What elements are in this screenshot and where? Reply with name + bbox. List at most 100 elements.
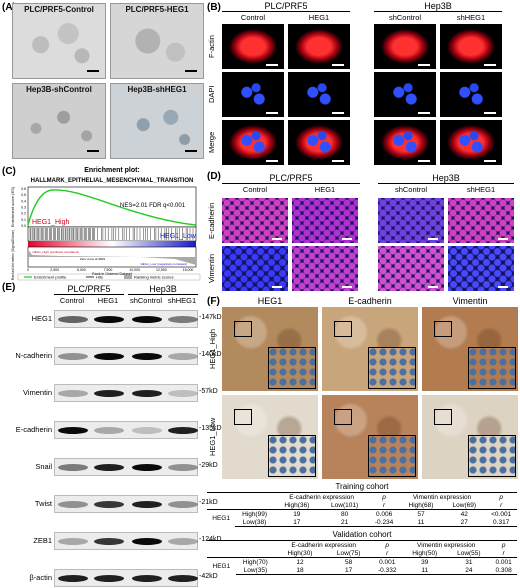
- table-subheader: Low(101): [319, 501, 370, 510]
- blot-band: [94, 390, 124, 397]
- blot-band: [58, 390, 88, 397]
- blot-band: [132, 464, 162, 471]
- axis-label: Enrichment score (ES): [10, 186, 15, 227]
- blot-label: β-actin: [29, 573, 52, 582]
- table-cell: 39: [421, 558, 429, 566]
- table-header: p: [372, 540, 403, 549]
- table-header: Vimentin expression: [398, 492, 486, 501]
- group-label: PLC/PRF5: [222, 1, 350, 12]
- image-label: PLC/PRF5-Control: [24, 5, 94, 14]
- column-label: HEG1: [308, 13, 330, 22]
- blot-band: [94, 501, 124, 508]
- size-label: -57kD: [199, 388, 218, 395]
- scale-bar: [342, 286, 352, 288]
- scale-bar: [185, 70, 197, 72]
- panel-label: (F): [207, 296, 220, 307]
- micrograph: Hep3B-shControl: [12, 83, 106, 159]
- table-title: Training cohort: [335, 482, 389, 491]
- column-label: shControl: [388, 13, 422, 22]
- tick-label: 7,500: [104, 268, 113, 272]
- blot-strip: [54, 495, 198, 513]
- table-cell: 17: [325, 566, 373, 575]
- inset-image: [268, 435, 316, 477]
- table-cell: 0.001: [379, 558, 396, 566]
- scale-bar: [428, 238, 438, 240]
- table-cell: 31: [465, 558, 473, 566]
- table-cell: -0.332: [372, 566, 403, 575]
- table-cell: 12: [296, 558, 304, 566]
- scale-bar: [87, 150, 99, 152]
- table-cell: 80: [340, 510, 349, 518]
- table: E-cadherin expression p Vimentin expressio…: [207, 540, 517, 575]
- gsea-plot: Enrichment profile Hits Ranking metric sco…: [10, 167, 201, 281]
- column-label: HEG1: [257, 296, 283, 306]
- tick-label: 12,500: [156, 268, 167, 272]
- blot-band: [168, 427, 198, 434]
- table-subheader: r: [372, 549, 403, 558]
- group-label: PLC/PRF5: [222, 173, 360, 184]
- blot-band: [168, 353, 198, 360]
- tick-label: 15,000: [183, 268, 194, 272]
- blot-band: [94, 427, 124, 434]
- size-label: -29kD: [199, 462, 218, 469]
- blot-band: [94, 316, 124, 323]
- legend-swatch: [124, 275, 132, 279]
- table-header: E-cadherin expression: [273, 492, 370, 501]
- column-label: E-cadherin: [348, 296, 392, 306]
- size-label: -135kD: [199, 425, 222, 432]
- column-label: Control: [240, 13, 266, 22]
- high-label: HEG1_High: [32, 219, 69, 226]
- table-subheader: Low(69): [443, 501, 486, 510]
- panel-label: (E): [2, 282, 16, 293]
- table-cell: 58: [345, 558, 353, 566]
- ihc-image: [422, 307, 518, 391]
- blot-strip: [54, 310, 198, 328]
- tick-label: 2,500: [50, 268, 59, 272]
- image-label: Hep3B-shHEG1: [127, 85, 187, 94]
- row-label: Vimentin: [207, 253, 216, 284]
- table-cell: [207, 501, 236, 510]
- table-subheader: High(50): [402, 549, 448, 558]
- table-wrap: E-cadherin expression p Vimentin expressio…: [207, 492, 517, 527]
- scale-bar: [498, 238, 508, 240]
- fluorescence-image: [288, 120, 350, 165]
- column-label: HEG1: [97, 296, 119, 305]
- inset-box: [234, 321, 252, 337]
- table-subheader: Low(55): [447, 549, 491, 558]
- blot-band: [58, 575, 88, 582]
- panel-label: (A): [2, 2, 16, 13]
- row-label: Merge: [207, 131, 216, 154]
- size-label: -147kD: [199, 314, 222, 321]
- table-cell: [235, 501, 274, 510]
- ihc-image: [222, 307, 318, 391]
- plot-subtitle: HALLMARK_EPITHELIAL_MESENCHYMAL_TRANSITI…: [31, 178, 194, 184]
- blot-band: [132, 316, 162, 323]
- inset-image: [368, 347, 416, 389]
- blot-band: [94, 538, 124, 545]
- inset-box: [434, 409, 452, 425]
- blot-label: ZEB1: [33, 536, 52, 545]
- inset-image: [468, 435, 516, 477]
- inset-box: [234, 409, 252, 425]
- table-cell: 42: [460, 510, 468, 518]
- table-cell: -0.234: [369, 518, 399, 527]
- blot-strip: [54, 384, 198, 402]
- table-subheader: r: [485, 501, 517, 510]
- micrograph: PLC/PRF5-HEG1: [110, 3, 204, 79]
- scale-bar: [272, 238, 282, 240]
- table-cell: 19: [293, 510, 301, 518]
- scale-bar: [332, 112, 344, 114]
- tick-label: 10,000: [129, 268, 140, 272]
- image-label: PLC/PRF5-HEG1: [125, 5, 189, 14]
- blot-strip: [54, 532, 198, 550]
- table-subheader: r: [369, 501, 399, 510]
- table-header: p: [369, 492, 399, 501]
- table-cell: <0.001: [491, 510, 512, 518]
- table-row: High(30) Low(75) r High(50) Low(55) r: [207, 549, 517, 558]
- fluorescence-image: [440, 120, 502, 165]
- blot-band: [168, 464, 198, 471]
- table-wrap: E-cadherin expression p Vimentin expressio…: [207, 540, 517, 575]
- column-label: Control: [242, 185, 268, 194]
- immunofluorescence-image: [292, 198, 358, 243]
